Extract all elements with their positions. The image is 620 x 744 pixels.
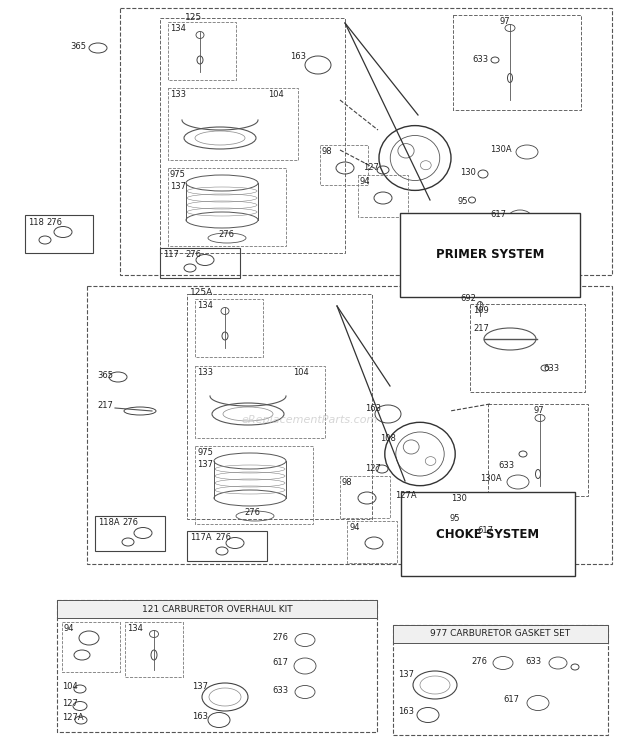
Text: 94: 94 xyxy=(64,624,74,633)
Text: 633: 633 xyxy=(525,657,541,666)
Text: 125A: 125A xyxy=(190,288,213,297)
Text: 617: 617 xyxy=(272,658,288,667)
Text: 127: 127 xyxy=(363,163,379,172)
Text: 276: 276 xyxy=(244,508,260,517)
Text: 276: 276 xyxy=(218,230,234,239)
Text: 137: 137 xyxy=(170,182,186,191)
Text: 125: 125 xyxy=(185,13,202,22)
Text: 276: 276 xyxy=(185,250,201,259)
Text: 692: 692 xyxy=(460,294,476,303)
Text: 118: 118 xyxy=(28,218,44,227)
Text: 127: 127 xyxy=(365,464,381,473)
Text: 133: 133 xyxy=(197,368,213,377)
Bar xyxy=(168,168,286,246)
Text: 633: 633 xyxy=(498,461,514,470)
Text: 134: 134 xyxy=(127,624,143,633)
Text: CHOKE SYSTEM: CHOKE SYSTEM xyxy=(436,527,539,540)
Bar xyxy=(470,304,585,392)
Bar xyxy=(160,18,345,253)
Text: 633: 633 xyxy=(272,686,288,695)
Bar xyxy=(168,88,298,160)
Text: 975: 975 xyxy=(170,170,186,179)
Text: eReplacementParts.com: eReplacementParts.com xyxy=(242,415,378,425)
Text: 130: 130 xyxy=(451,494,467,503)
Bar xyxy=(187,294,372,519)
Text: 617: 617 xyxy=(477,526,493,535)
Bar xyxy=(453,15,581,110)
Bar xyxy=(320,145,368,185)
Text: 276: 276 xyxy=(46,218,62,227)
Text: 276: 276 xyxy=(272,633,288,642)
Text: 127: 127 xyxy=(62,699,78,708)
Bar xyxy=(95,516,165,551)
Bar xyxy=(358,175,408,217)
Text: 977 CARBURETOR GASKET SET: 977 CARBURETOR GASKET SET xyxy=(430,629,570,638)
Text: 118A: 118A xyxy=(98,518,120,527)
Text: 217: 217 xyxy=(97,401,113,410)
Text: 137: 137 xyxy=(192,682,208,691)
Text: 365: 365 xyxy=(70,42,86,51)
Text: 108: 108 xyxy=(380,434,396,443)
Text: 95: 95 xyxy=(450,514,461,523)
Text: 617: 617 xyxy=(490,210,506,219)
Bar xyxy=(340,476,390,518)
Text: 98: 98 xyxy=(342,478,353,487)
Text: 104: 104 xyxy=(268,90,284,99)
Text: 109: 109 xyxy=(473,306,489,315)
Text: 94: 94 xyxy=(349,523,360,532)
Text: 276: 276 xyxy=(471,657,487,666)
Text: PRIMER SYSTEM: PRIMER SYSTEM xyxy=(436,248,544,261)
Bar xyxy=(195,299,263,357)
Text: 104: 104 xyxy=(293,368,309,377)
Text: 117A: 117A xyxy=(190,533,211,542)
Text: 137: 137 xyxy=(398,670,414,679)
Bar xyxy=(347,521,397,563)
Text: 276: 276 xyxy=(122,518,138,527)
Text: 130A: 130A xyxy=(480,474,502,483)
Text: 94: 94 xyxy=(360,177,371,186)
Text: 633: 633 xyxy=(543,364,559,373)
Text: 133: 133 xyxy=(170,90,186,99)
Text: 163: 163 xyxy=(290,52,306,61)
Bar xyxy=(125,622,183,677)
Text: 117: 117 xyxy=(163,250,179,259)
Text: 617: 617 xyxy=(503,695,519,704)
Bar xyxy=(195,366,325,438)
Text: 121 CARBURETOR OVERHAUL KIT: 121 CARBURETOR OVERHAUL KIT xyxy=(142,604,292,614)
Text: 97: 97 xyxy=(500,17,511,26)
Bar xyxy=(25,215,93,253)
Bar xyxy=(87,286,612,564)
Text: 975: 975 xyxy=(197,448,213,457)
Text: 97: 97 xyxy=(534,406,544,415)
Text: 365: 365 xyxy=(97,371,113,380)
Text: 163: 163 xyxy=(398,707,414,716)
Bar xyxy=(187,531,267,561)
Bar xyxy=(62,622,120,672)
Bar xyxy=(488,404,588,496)
Bar xyxy=(393,625,608,643)
Text: 127A: 127A xyxy=(395,491,417,500)
Bar xyxy=(57,600,377,618)
Bar xyxy=(57,600,377,732)
Text: 276: 276 xyxy=(215,533,231,542)
Text: 163: 163 xyxy=(365,404,381,413)
Bar xyxy=(195,446,313,524)
Bar xyxy=(120,8,612,275)
Text: 163: 163 xyxy=(192,712,208,721)
Bar xyxy=(160,248,240,278)
Bar xyxy=(168,22,236,80)
Text: 217: 217 xyxy=(473,324,489,333)
Text: 130A: 130A xyxy=(490,145,511,154)
Bar xyxy=(393,625,608,735)
Text: 104: 104 xyxy=(62,682,78,691)
Text: 130: 130 xyxy=(460,168,476,177)
Text: 134: 134 xyxy=(170,24,186,33)
Text: 134: 134 xyxy=(197,301,213,310)
Text: 633: 633 xyxy=(472,55,488,64)
Text: 127A: 127A xyxy=(62,713,84,722)
Text: 98: 98 xyxy=(322,147,332,156)
Text: 95: 95 xyxy=(458,197,469,206)
Text: 137: 137 xyxy=(197,460,213,469)
